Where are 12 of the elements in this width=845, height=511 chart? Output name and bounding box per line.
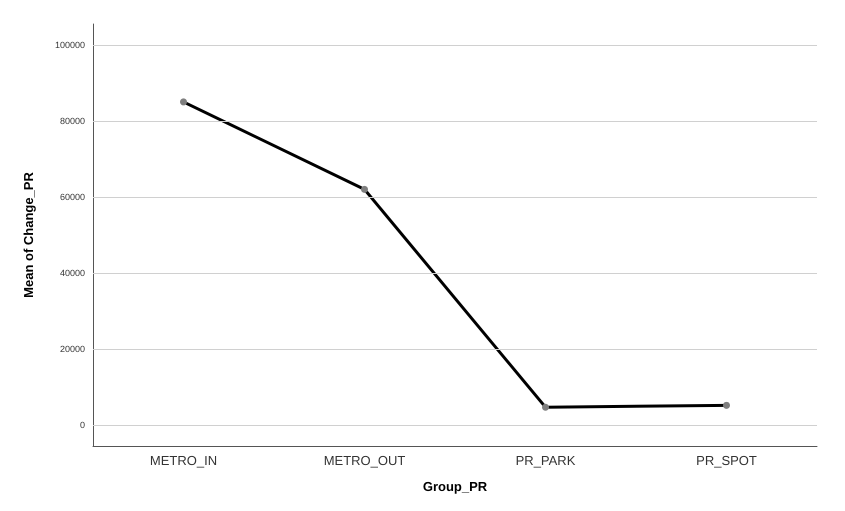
y-axis-title: Mean of Change_PR xyxy=(21,172,36,298)
y-tick-label: 80000 xyxy=(60,116,85,126)
x-tick-label: METRO_OUT xyxy=(324,453,406,468)
y-tick-label: 40000 xyxy=(60,268,85,278)
x-tick-label: METRO_IN xyxy=(150,453,218,468)
y-tick-label: 0 xyxy=(80,420,85,430)
y-tick-label: 60000 xyxy=(60,192,85,202)
y-tick-label: 100000 xyxy=(54,40,85,50)
x-tick-label: PR_PARK xyxy=(516,453,576,468)
x-axis-title: Group_PR xyxy=(422,479,488,494)
y-tick-label: 20000 xyxy=(60,344,85,354)
x-tick-label: PR_SPOT xyxy=(696,453,757,468)
